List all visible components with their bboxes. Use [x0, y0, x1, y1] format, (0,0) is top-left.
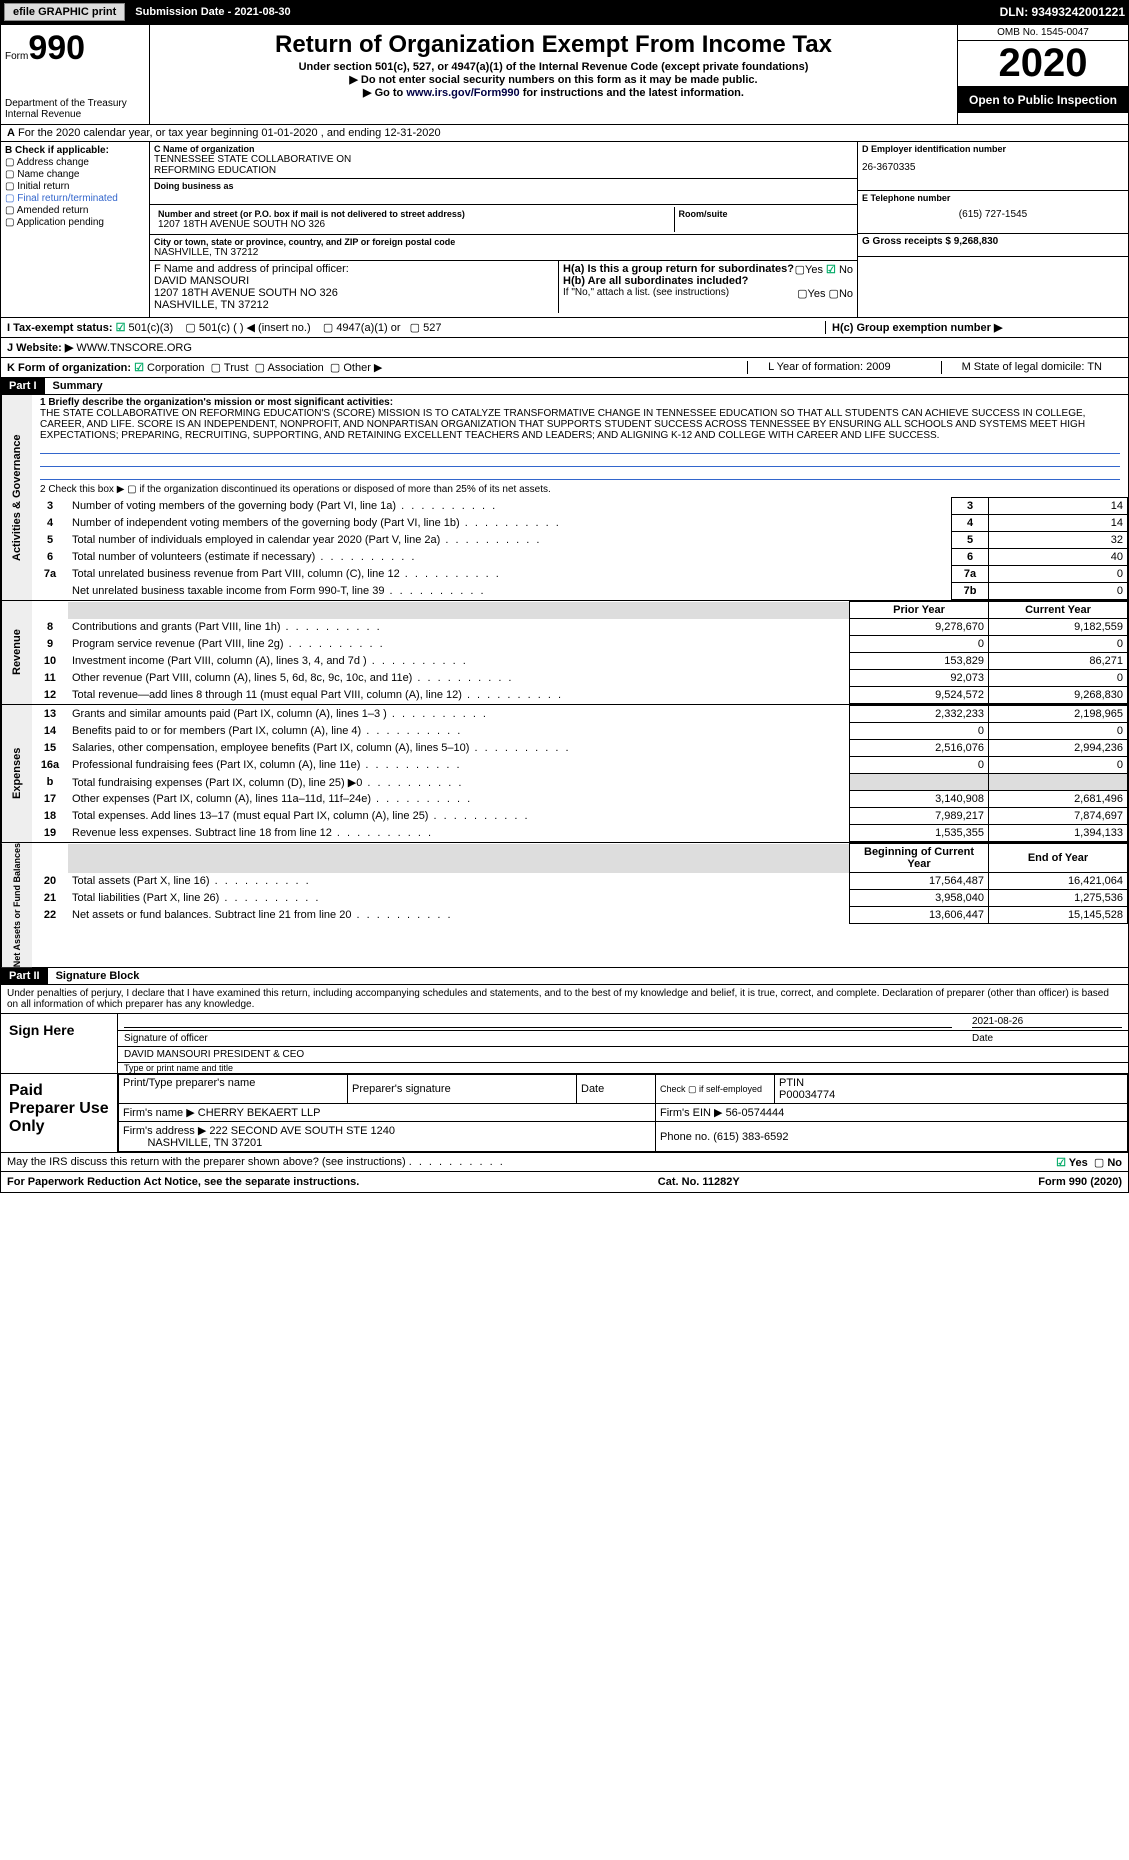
- sign-here-label: Sign Here: [1, 1014, 118, 1073]
- chk-app-pending[interactable]: Application pending: [5, 217, 145, 228]
- form-word: Form: [5, 51, 28, 62]
- chk-no-icon: [826, 264, 839, 276]
- chk-amended[interactable]: Amended return: [5, 205, 145, 216]
- form-title: Return of Organization Exempt From Incom…: [154, 31, 953, 59]
- chk-corporation[interactable]: [134, 362, 147, 374]
- firm-addr: 222 SECOND AVE SOUTH STE 1240: [209, 1125, 395, 1137]
- hc-label: H(c) Group exemption number ▶: [832, 322, 1002, 334]
- submission-date: Submission Date - 2021-08-30: [127, 6, 298, 18]
- state-domicile: M State of legal domicile: TN: [941, 361, 1122, 374]
- year-formation: L Year of formation: 2009: [747, 361, 911, 374]
- officer-city: NASHVILLE, TN 37212: [154, 299, 554, 311]
- top-bar: efile GRAPHIC print Submission Date - 20…: [0, 0, 1129, 24]
- org-name-2: REFORMING EDUCATION: [154, 165, 853, 176]
- box-b-label: B Check if applicable:: [5, 145, 109, 156]
- phone: (615) 727-1545: [862, 209, 1124, 220]
- chk-final-return[interactable]: Final return/terminated: [5, 193, 145, 204]
- officer-name-title: DAVID MANSOURI PRESIDENT & CEO: [124, 1049, 304, 1060]
- dln: DLN: 93493242001221: [1000, 5, 1125, 19]
- irs-link[interactable]: www.irs.gov/Form990: [406, 87, 519, 99]
- footer-right: Form 990 (2020): [1038, 1176, 1122, 1188]
- chk-name-change[interactable]: Name change: [5, 169, 145, 180]
- subtitle-1: Under section 501(c), 527, or 4947(a)(1)…: [154, 61, 953, 73]
- tab-net-assets: Net Assets or Fund Balances: [1, 843, 32, 967]
- row-a-text: For the 2020 calendar year, or tax year …: [18, 127, 441, 139]
- ein: 26-3670335: [862, 162, 1124, 173]
- footer-cat: Cat. No. 11282Y: [658, 1176, 740, 1188]
- gross-receipts: G Gross receipts $ 9,268,830: [862, 236, 998, 247]
- tax-year: 2020: [958, 41, 1128, 87]
- omb-number: OMB No. 1545-0047: [958, 25, 1128, 41]
- firm-ein: 56-0574444: [726, 1107, 785, 1119]
- tab-activities-governance: Activities & Governance: [1, 395, 32, 600]
- dept-treasury: Department of the Treasury: [5, 98, 145, 109]
- tab-expenses: Expenses: [1, 705, 32, 842]
- part1-title: Summary: [45, 378, 111, 394]
- chk-initial-return[interactable]: Initial return: [5, 181, 145, 192]
- form-container: Form990 Department of the Treasury Inter…: [0, 24, 1129, 1193]
- part2-title: Signature Block: [48, 968, 148, 984]
- tab-revenue: Revenue: [1, 601, 32, 704]
- form-number: 990: [28, 29, 85, 67]
- footer-left: For Paperwork Reduction Act Notice, see …: [7, 1176, 359, 1188]
- ptin: P00034774: [779, 1089, 835, 1101]
- discuss-text: May the IRS discuss this return with the…: [7, 1156, 406, 1168]
- declaration-text: Under penalties of perjury, I declare th…: [1, 985, 1128, 1014]
- firm-name: CHERRY BEKAERT LLP: [198, 1107, 321, 1119]
- org-name-1: TENNESSEE STATE COLLABORATIVE ON: [154, 154, 853, 165]
- officer-name: DAVID MANSOURI: [154, 275, 554, 287]
- website: WWW.TNSCORE.ORG: [76, 342, 192, 354]
- chk-address-change[interactable]: Address change: [5, 157, 145, 168]
- q2-text: 2 Check this box ▶ ▢ if the organization…: [32, 482, 1128, 497]
- irs-label: Internal Revenue: [5, 109, 145, 120]
- subtitle-2: ▶ Do not enter social security numbers o…: [154, 73, 953, 86]
- chk-501c3[interactable]: [116, 322, 129, 334]
- firm-city: NASHVILLE, TN 37201: [147, 1137, 262, 1149]
- officer-addr: 1207 18TH AVENUE SOUTH NO 326: [154, 287, 554, 299]
- part1-header: Part I: [1, 378, 45, 394]
- chk-yes-discuss[interactable]: [1056, 1157, 1069, 1169]
- paid-preparer-label: Paid Preparer Use Only: [1, 1074, 118, 1152]
- firm-phone: (615) 383-6592: [713, 1131, 788, 1143]
- efile-print-button[interactable]: efile GRAPHIC print: [4, 3, 125, 21]
- open-to-public: Open to Public Inspection: [958, 87, 1128, 113]
- sig-date: 2021-08-26: [972, 1016, 1122, 1028]
- mission-text: THE STATE COLLABORATIVE ON REFORMING EDU…: [40, 408, 1085, 441]
- city-state-zip: NASHVILLE, TN 37212: [154, 247, 853, 258]
- part2-header: Part II: [1, 968, 48, 984]
- street-address: 1207 18TH AVENUE SOUTH NO 326: [158, 219, 670, 230]
